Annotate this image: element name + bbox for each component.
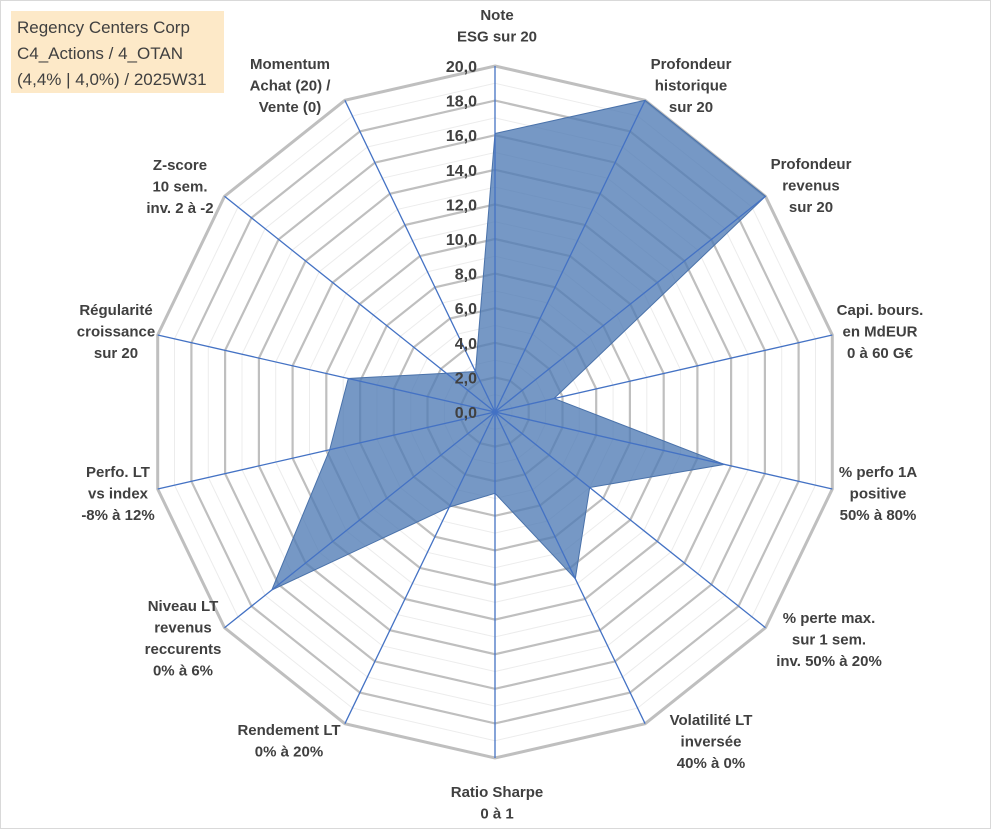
- axis-label-line: historique: [655, 78, 728, 95]
- axis-spoke: [494, 334, 833, 413]
- axis-label-line: reccurents: [145, 641, 222, 658]
- tick-label: 16,0: [446, 128, 477, 145]
- axis-label-line: Volatilité LT: [670, 712, 753, 729]
- axis-spokes: [157, 66, 833, 758]
- axis-label-line: Niveau LT: [148, 598, 219, 615]
- axis-label-line: inv. 50% à 20%: [776, 653, 882, 670]
- axis-label-line: sur 20: [669, 99, 713, 116]
- axis-label-line: -8% à 12%: [81, 507, 154, 524]
- axis-spoke: [494, 411, 646, 724]
- axis-spoke: [494, 195, 766, 413]
- axis-label: Z-score 10 sem. inv. 2 à -2: [146, 157, 213, 217]
- axis-labels: Note ESG sur 20 Profondeur historique sur 20…: [77, 7, 924, 823]
- axis-label-line: en MdEUR: [843, 324, 918, 341]
- axis-label: Profondeur revenus sur 20: [771, 156, 852, 216]
- tick-label: 10,0: [446, 232, 477, 249]
- axis-label-line: 0 à 60 G€: [847, 345, 914, 362]
- tick-label: 14,0: [446, 163, 477, 180]
- axis-label-line: sur 1 sem.: [792, 632, 866, 649]
- axis-spoke: [157, 411, 496, 490]
- axis-spoke: [224, 411, 496, 629]
- axis-label: Momentum Achat (20) / Vente (0): [250, 56, 332, 116]
- axis-label-line: inversée: [681, 734, 742, 751]
- tick-label: 20,0: [446, 59, 477, 76]
- axis-label: % perte max. sur 1 sem. inv. 50% à 20%: [776, 610, 882, 670]
- axis-spoke: [494, 411, 766, 629]
- axis-label-line: Profondeur: [651, 56, 732, 73]
- series-area: [270, 99, 767, 591]
- axis-label-line: % perfo 1A: [839, 464, 918, 481]
- axis-label: % perfo 1A positive 50% à 80%: [839, 464, 918, 524]
- axis-label-line: Profondeur: [771, 156, 852, 173]
- axis-label-line: Vente (0): [259, 99, 322, 116]
- axis-label-line: % perte max.: [783, 610, 876, 627]
- axis-label-line: Note: [480, 7, 513, 24]
- axis-spoke: [344, 100, 496, 413]
- axis-label-line: vs index: [88, 486, 149, 503]
- axis-label-line: inv. 2 à -2: [146, 200, 213, 217]
- axis-label: Volatilité LT inversée 40% à 0%: [670, 712, 753, 772]
- axis-label-line: 0 à 1: [480, 806, 513, 823]
- axis-spoke: [344, 411, 496, 724]
- axis-label: Perfo. LT vs index -8% à 12%: [81, 464, 154, 524]
- axis-label-line: Perfo. LT: [86, 464, 150, 481]
- axis-label-line: revenus: [782, 178, 840, 195]
- tick-label: 8,0: [455, 267, 477, 284]
- title-line-category: C4_Actions / 4_OTAN: [17, 44, 183, 63]
- tick-label: 6,0: [455, 301, 477, 318]
- tick-label: 4,0: [455, 336, 477, 353]
- tick-label: 2,0: [455, 370, 477, 387]
- tick-label: 12,0: [446, 197, 477, 214]
- axis-label: Rendement LT 0% à 20%: [237, 722, 340, 761]
- axis-label-line: ESG sur 20: [457, 29, 537, 46]
- axis-label: Régularité croissance sur 20: [77, 302, 155, 362]
- axis-label: Note ESG sur 20: [457, 7, 537, 46]
- axis-spoke: [494, 411, 833, 490]
- axis-label-line: Ratio Sharpe: [451, 784, 544, 801]
- axis-label-line: positive: [850, 486, 907, 503]
- axis-label-line: sur 20: [789, 199, 833, 216]
- axis-label-line: 40% à 0%: [677, 755, 745, 772]
- axis-label-line: Rendement LT: [237, 722, 340, 739]
- axis-label: Niveau LT revenus reccurents 0% à 6%: [145, 598, 222, 680]
- series-polygon: [270, 99, 767, 591]
- axis-label-line: 10 sem.: [152, 179, 207, 196]
- axis-label-line: 50% à 80%: [840, 507, 917, 524]
- tick-label: 0,0: [455, 405, 477, 422]
- axis-label-line: Achat (20) /: [250, 78, 332, 95]
- title-line-period: (4,4% | 4,0%) / 2025W31: [17, 70, 207, 89]
- axis-label-line: sur 20: [94, 345, 138, 362]
- axis-label: Profondeur historique sur 20: [651, 56, 732, 116]
- axis-label-line: Régularité: [79, 302, 152, 319]
- axis-label: Ratio Sharpe 0 à 1: [451, 784, 544, 823]
- axis-label-line: Capi. bours.: [837, 302, 924, 319]
- radial-tick-labels: 0,0 2,0 4,0 6,0 8,0 10,0 12,0 14,0 16,0 18,0 20,0: [446, 59, 477, 422]
- axis-label-line: Z-score: [153, 157, 207, 174]
- tick-label: 18,0: [446, 94, 477, 111]
- title-line-company: Regency Centers Corp: [17, 18, 190, 37]
- axis-label-line: Momentum: [250, 56, 330, 73]
- axis-label-line: 0% à 6%: [153, 663, 213, 680]
- axis-spoke: [224, 195, 496, 413]
- chart-title-box: Regency Centers Corp C4_Actions / 4_OTAN…: [11, 11, 224, 93]
- axis-label-line: croissance: [77, 324, 155, 341]
- axis-label: Capi. bours. en MdEUR 0 à 60 G€: [837, 302, 924, 362]
- axis-spoke: [494, 100, 646, 413]
- axis-spoke: [157, 334, 496, 413]
- axis-label-line: revenus: [154, 620, 212, 637]
- axis-label-line: 0% à 20%: [255, 744, 323, 761]
